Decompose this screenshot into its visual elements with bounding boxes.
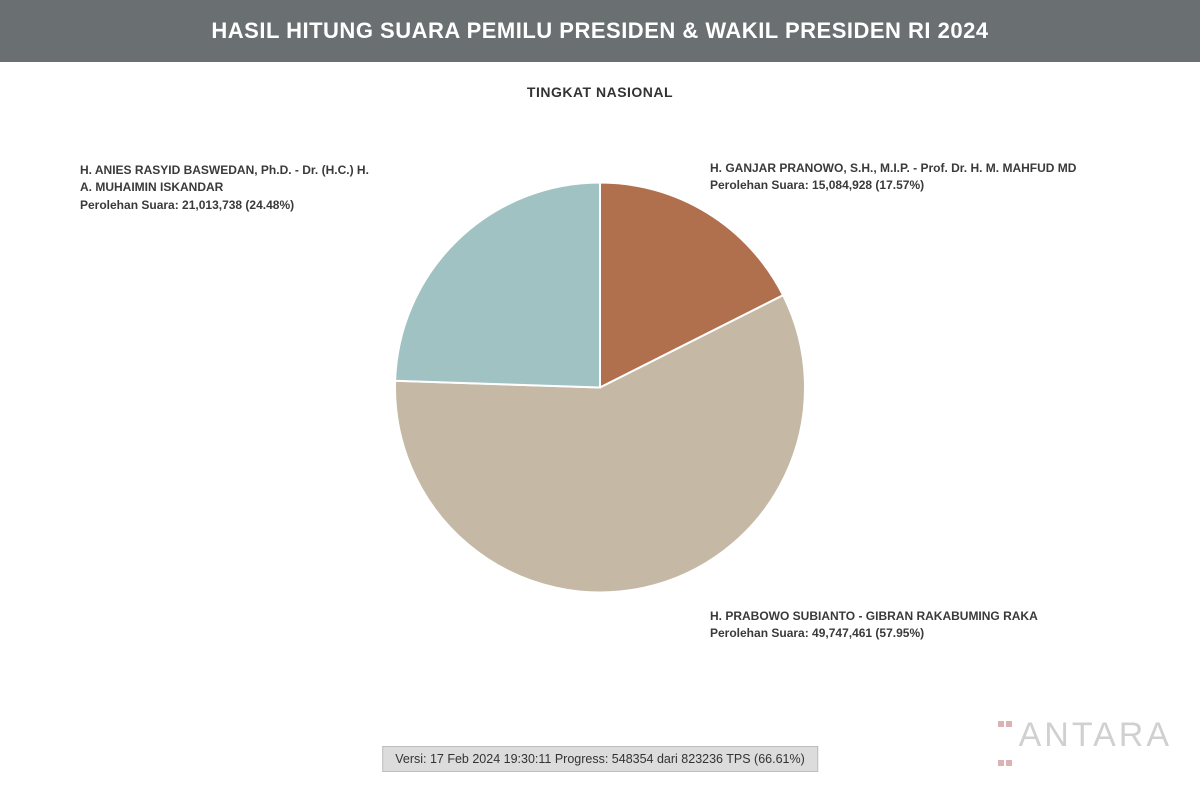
callout-prabowo-name: H. PRABOWO SUBIANTO - GIBRAN RAKABUMING …	[710, 608, 1090, 625]
watermark: ANTARA	[997, 698, 1172, 776]
watermark-text: ANTARA	[1019, 716, 1172, 754]
pie-slice	[395, 183, 600, 388]
footer-progress: Versi: 17 Feb 2024 19:30:11 Progress: 54…	[382, 746, 818, 772]
callout-ganjar-name: H. GANJAR PRANOWO, S.H., M.I.P. - Prof. …	[710, 160, 1090, 177]
chart-area: H. ANIES RASYID BASWEDAN, Ph.D. - Dr. (H…	[0, 100, 1200, 680]
callout-anies-votes: Perolehan Suara: 21,013,738 (24.48%)	[80, 197, 400, 214]
callout-prabowo: H. PRABOWO SUBIANTO - GIBRAN RAKABUMING …	[710, 608, 1090, 643]
header-bar: HASIL HITUNG SUARA PEMILU PRESIDEN & WAK…	[0, 0, 1200, 62]
callout-anies-name: H. ANIES RASYID BASWEDAN, Ph.D. - Dr. (H…	[80, 162, 400, 179]
header-title: HASIL HITUNG SUARA PEMILU PRESIDEN & WAK…	[211, 18, 988, 43]
subtitle: TINGKAT NASIONAL	[0, 84, 1200, 100]
callout-ganjar-votes: Perolehan Suara: 15,084,928 (17.57%)	[710, 177, 1090, 194]
callout-anies: H. ANIES RASYID BASWEDAN, Ph.D. - Dr. (H…	[80, 162, 400, 214]
callout-anies-name2: A. MUHAIMIN ISKANDAR	[80, 179, 400, 196]
pie-chart	[380, 168, 820, 613]
watermark-dots-icon	[997, 698, 1013, 776]
callout-ganjar: H. GANJAR PRANOWO, S.H., M.I.P. - Prof. …	[710, 160, 1090, 195]
callout-prabowo-votes: Perolehan Suara: 49,747,461 (57.95%)	[710, 625, 1090, 642]
footer-text: Versi: 17 Feb 2024 19:30:11 Progress: 54…	[395, 752, 805, 766]
